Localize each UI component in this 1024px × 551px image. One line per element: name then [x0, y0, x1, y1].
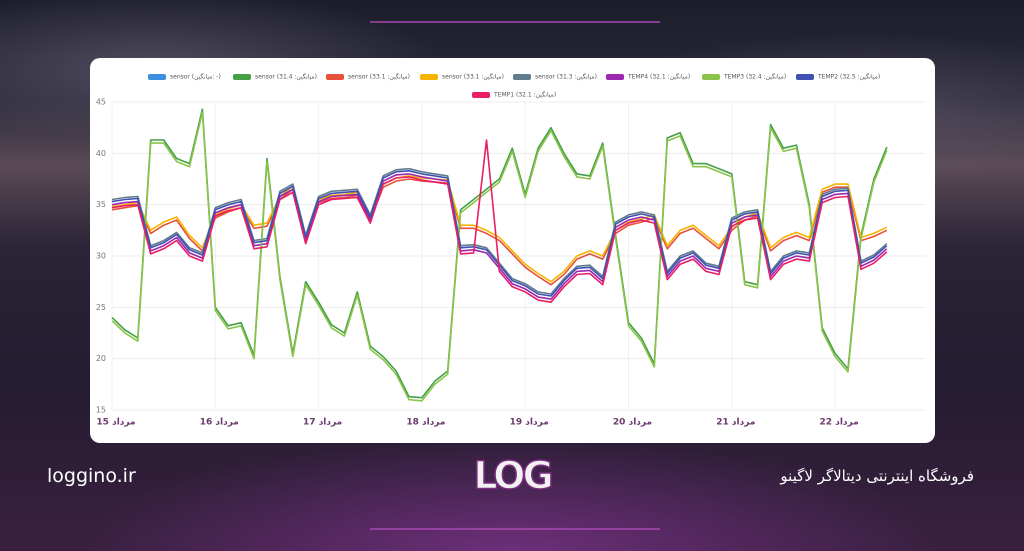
- series-line: [111, 167, 888, 295]
- legend-swatch: [606, 74, 624, 80]
- y-tick-label: 30: [96, 252, 106, 261]
- x-tick-label: 20 مرداد: [613, 418, 652, 428]
- legend-label: TEMP1 (میانگین: 32.1): [493, 91, 556, 99]
- legend-label: TEMP3 (میانگین: 32.4): [723, 73, 786, 81]
- y-tick-label: 15: [96, 406, 106, 415]
- legend-swatch: [513, 74, 531, 80]
- x-tick-label: 18 مرداد: [406, 418, 445, 428]
- legend-label: TEMP2 (میانگین: 32.5): [817, 73, 880, 81]
- legend-label: sensor (میانگین: 33.1): [348, 73, 410, 81]
- x-tick-label: 19 مرداد: [510, 418, 549, 428]
- slogan: فروشگاه اینترنتی دیتالاگر لاگینو: [780, 467, 974, 485]
- legend-swatch: [796, 74, 814, 80]
- series-line: [111, 111, 888, 402]
- legend-label: sensor (میانگین: 33.1): [442, 73, 504, 81]
- logo: LOG: [473, 454, 551, 498]
- y-tick-label: 25: [96, 303, 106, 312]
- legend-swatch: [420, 74, 438, 80]
- x-tick-label: 22 مرداد: [820, 418, 859, 428]
- y-tick-label: 20: [96, 354, 106, 363]
- legend-swatch: [326, 74, 344, 80]
- legend-swatch: [472, 92, 490, 98]
- site-url: loggino.ir: [47, 465, 136, 487]
- x-tick-label: 15 مرداد: [96, 418, 135, 428]
- x-tick-label: 21 مرداد: [716, 418, 755, 428]
- legend-swatch: [702, 74, 720, 80]
- chart: 15 20 25 30 35 40 45 15 مرداد 16 مرداد 17 مرداد 18…: [96, 73, 925, 428]
- x-tick-label: 16 مرداد: [200, 418, 239, 428]
- legend-label: sensor (میانگین: 31.3): [535, 73, 597, 81]
- y-tick-label: 45: [96, 98, 106, 107]
- x-tick-label: 17 مرداد: [303, 418, 342, 428]
- y-tick-label: 35: [96, 200, 106, 209]
- legend-label: sensor (میانگین: 31.4): [255, 73, 317, 81]
- legend-label: TEMP4 (میانگین: 32.1): [627, 73, 690, 81]
- y-tick-label: 40: [96, 149, 106, 158]
- legend-label: sensor (میانگین: -): [170, 73, 221, 81]
- legend-swatch: [148, 74, 166, 80]
- legend-swatch: [233, 74, 251, 80]
- series-line: [111, 139, 888, 303]
